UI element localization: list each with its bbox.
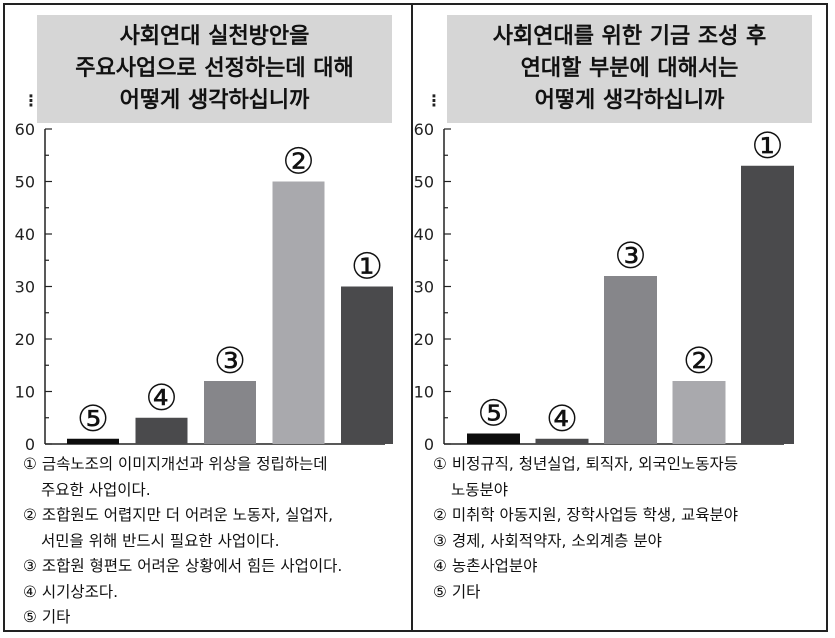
legend-item-3: ③ 조합원 형편도 어려운 상황에서 힘든 사업이다. — [23, 557, 343, 575]
bar-label-1: ⑤ — [477, 394, 509, 435]
panel-1-title-line-2: 주요사업으로 선정하는데 대해 — [75, 56, 354, 81]
legend-item-1-cont: 노동분야 — [451, 480, 509, 499]
legend-item-1: ① 비정규직, 청년실업, 퇴직자, 외국인노동자등 — [433, 455, 739, 473]
legend-item-5: ⑤ 기타 — [23, 608, 71, 626]
legend-item-1-cont: 주요한 사업이다. — [41, 480, 151, 499]
bar-label-4: ② — [282, 142, 314, 183]
legend-item-2: ② 조합원도 어렵지만 더 어려운 노동자, 실업자, — [23, 506, 333, 524]
bar-label-3: ③ — [614, 236, 646, 277]
y-tick-label: 60 — [15, 120, 35, 139]
y-tick-label: 20 — [414, 330, 434, 349]
panel-2-title-line-1: 사회연대를 위한 기금 조성 후 — [492, 24, 767, 49]
bar-3 — [204, 381, 256, 444]
y-tick-label: 50 — [414, 173, 434, 192]
bar-1 — [467, 433, 520, 444]
figure-frame: 사회연대 실천방안을 주요사업으로 선정하는데 대해 어떻게 생각하십니까 ⋮ … — [3, 3, 828, 632]
y-tick-label: 30 — [414, 278, 434, 297]
panel-1-title-line-3: 어떻게 생각하십니까 — [119, 88, 310, 113]
panel-1-colon: ⋮ — [23, 91, 39, 110]
y-tick-label: 20 — [15, 330, 35, 349]
panel-1-title: 사회연대 실천방안을 주요사업으로 선정하는데 대해 어떻게 생각하십니까 — [37, 15, 392, 123]
panel-divider — [411, 5, 413, 630]
y-tick-label: 30 — [15, 278, 35, 297]
bar-label-5: ① — [751, 126, 783, 167]
y-tick-label: 10 — [414, 383, 434, 402]
legend-item-2-cont: 서민을 위해 반드시 필요한 사업이다. — [41, 531, 280, 550]
legend-item-2: ② 미취학 아동지원, 장학사업등 학생, 교육분야 — [433, 506, 739, 524]
panel-2-bar-chart: 0 10 20 30 40 50 60 ⑤ ④ ③ ② ① — [414, 120, 794, 454]
bar-label-5: ① — [351, 247, 383, 288]
panel-1-bar-chart: 0 10 20 30 40 50 60 ⑤④③ ② ① — [15, 120, 393, 454]
bar-4 — [272, 181, 325, 444]
y-tick-label: 0 — [424, 435, 434, 454]
bar-2 — [135, 417, 188, 444]
panel-2-colon: ⋮ — [426, 91, 442, 110]
bar-1 — [67, 438, 119, 444]
panel-2-title-line-3: 어떻게 생각하십니까 — [534, 88, 725, 113]
bar-label-4: ② — [683, 341, 715, 382]
y-tick-label: 0 — [25, 435, 35, 454]
bar-label-2: ④ — [145, 378, 177, 419]
bar-label-2: ④ — [546, 399, 578, 440]
legend-item-5: ⑤ 기타 — [433, 582, 481, 601]
y-tick-label: 40 — [15, 225, 35, 244]
legend-item-1: ① 금속노조의 이미지개선과 위상을 정립하는데 — [23, 455, 328, 473]
legend-item-4: ④ 농촌사업분야 — [433, 557, 538, 575]
bar-2 — [535, 438, 589, 444]
panel-2-title-line-2: 연대할 부분에 대해서는 — [520, 56, 739, 81]
y-tick-label: 50 — [15, 173, 35, 192]
bar-label-1: ⑤ — [77, 399, 109, 440]
legend-item-4: ④ 시기상조다. — [23, 582, 119, 601]
panel-2-title: 사회연대를 위한 기금 조성 후 연대할 부분에 대해서는 어떻게 생각하십니까 — [447, 15, 812, 123]
bar-3 — [604, 276, 657, 444]
panel-1-title-line-1: 사회연대 실천방안을 — [119, 24, 310, 49]
bar-label-3: ③ — [214, 341, 246, 382]
bar-5 — [341, 286, 393, 444]
legend-item-3: ③ 경제, 사회적약자, 소외계층 분야 — [433, 531, 662, 550]
y-tick-label: 60 — [414, 120, 434, 139]
y-tick-label: 40 — [414, 225, 434, 244]
y-tick-label: 10 — [15, 383, 35, 402]
bar-5 — [741, 165, 794, 444]
bar-4 — [672, 381, 726, 444]
